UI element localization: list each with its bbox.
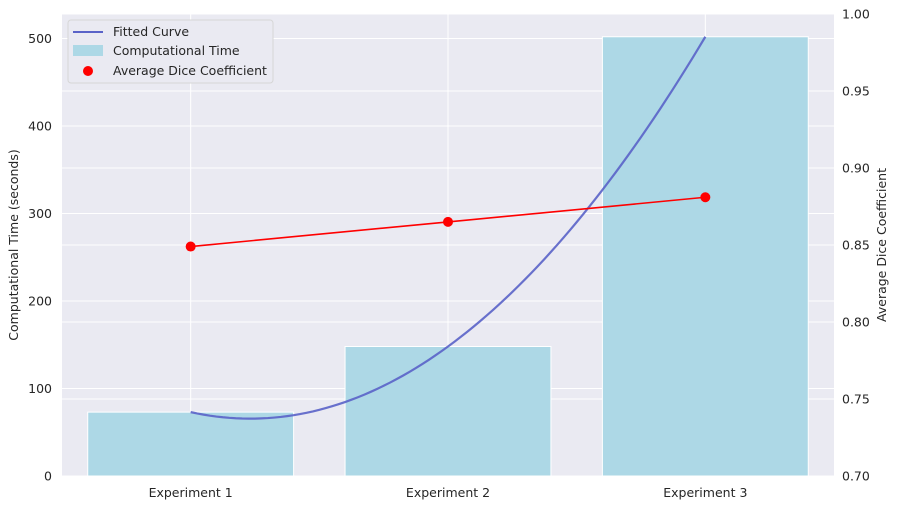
x-tick-label-1: Experiment 1 (149, 485, 233, 500)
y-axis-label: Computational Time (seconds) (6, 149, 21, 340)
bar-3 (601, 36, 809, 477)
fitted-curve (190, 36, 707, 420)
y2-tick-label-2: 0.80 (842, 315, 870, 330)
legend-entry-fitted-curve: Fitted Curve (113, 24, 189, 39)
x-tick-label-3: Experiment 3 (663, 485, 747, 500)
dice-point-3 (700, 192, 711, 203)
dice-point-1 (185, 241, 196, 252)
y2-axis-label: Average Dice Coefficient (874, 168, 889, 322)
x-tick-label-2: Experiment 2 (406, 485, 490, 500)
y-tick-label-2: 200 (28, 294, 52, 309)
legend-entry-computational-time: Computational Time (113, 43, 240, 58)
dice-series (185, 192, 711, 252)
y2-tick-label-5: 0.95 (842, 84, 870, 99)
y2-tick-label-3: 0.85 (842, 238, 870, 253)
left-axis-ticks: 0 100 200 300 400 500 (28, 31, 52, 484)
y-tick-label-0: 0 (44, 469, 52, 484)
y2-tick-label-6: 1.00 (842, 7, 870, 22)
y-tick-label-1: 100 (28, 381, 52, 396)
dice-point-2 (443, 216, 453, 227)
y-tick-label-5: 500 (28, 31, 52, 46)
right-axis-ticks: 0.70 0.75 0.80 0.85 0.90 0.95 1.00 (842, 7, 870, 484)
fitted-curve-line (190, 36, 707, 420)
legend-bar-swatch (73, 45, 103, 56)
legend-dice-swatch (83, 66, 93, 76)
y2-tick-label-4: 0.90 (842, 161, 870, 176)
bars (87, 36, 809, 477)
bar-2 (344, 346, 552, 477)
y2-tick-label-0: 0.70 (842, 469, 870, 484)
bar-1 (87, 411, 295, 477)
legend: Fitted Curve Computational Time Average … (67, 19, 274, 84)
legend-entry-average-dice: Average Dice Coefficient (113, 63, 267, 78)
y-tick-label-3: 300 (28, 206, 52, 221)
y-tick-label-4: 400 (28, 119, 52, 134)
y2-tick-label-1: 0.75 (842, 392, 870, 407)
x-axis-ticks: Experiment 1 Experiment 2 Experiment 3 (149, 485, 748, 500)
legend-box (67, 19, 274, 84)
